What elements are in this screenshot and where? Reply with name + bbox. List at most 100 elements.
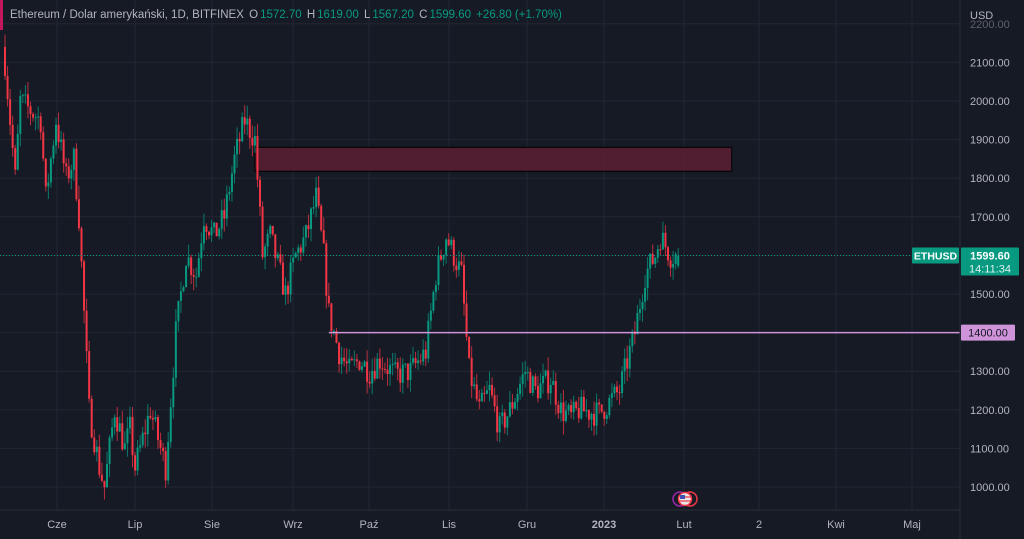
candle-body	[455, 265, 458, 270]
candle-body	[154, 417, 157, 420]
candle-body	[661, 232, 664, 250]
candle	[559, 393, 562, 422]
candle-body	[363, 361, 366, 367]
candle	[508, 390, 511, 418]
candle-body	[182, 287, 185, 292]
candle	[289, 255, 292, 303]
candle-body	[139, 445, 142, 448]
candle-body	[358, 361, 361, 370]
candle-body	[162, 447, 165, 452]
candle-body	[88, 351, 91, 399]
candle-body	[432, 292, 435, 311]
candle-body	[483, 392, 486, 394]
candle-body	[332, 330, 335, 332]
candle-body	[236, 138, 239, 155]
symbol-tag-badge	[912, 247, 959, 264]
candle	[111, 418, 114, 442]
candle	[656, 245, 659, 264]
candle-body	[644, 287, 647, 302]
candle	[88, 340, 91, 403]
candle-body	[317, 187, 320, 206]
candle-body	[111, 427, 114, 438]
candle-body	[498, 416, 501, 433]
candle-body	[230, 173, 233, 192]
candle	[667, 245, 669, 266]
candle	[618, 384, 621, 405]
candle	[197, 252, 200, 278]
candle-body	[631, 331, 634, 347]
candle-body	[626, 358, 629, 369]
symbol-title[interactable]: Ethereum / Dolar amerykański, 1D, BITFIN…	[10, 9, 244, 21]
candle	[457, 250, 460, 277]
candle-body	[70, 169, 73, 179]
candle	[11, 115, 14, 157]
candle-body	[241, 117, 244, 142]
candle-body	[646, 268, 649, 288]
candle-body	[210, 227, 213, 236]
candle-body	[641, 301, 644, 310]
candle	[315, 176, 318, 217]
candle-body	[396, 362, 399, 369]
candle	[287, 281, 290, 305]
chart-left-edge-marker	[0, 0, 3, 30]
price-tick-label: 1800.00	[970, 173, 1010, 185]
candle	[623, 348, 626, 384]
us-flag-economic-event-icon[interactable]	[672, 491, 698, 507]
candle-body	[610, 393, 613, 398]
candle	[536, 375, 539, 403]
candle-body	[582, 396, 585, 412]
candle-body	[649, 253, 652, 269]
candle	[524, 360, 527, 388]
candle	[549, 377, 552, 405]
candle-body	[75, 148, 78, 200]
candle-body	[460, 261, 463, 265]
candle-body	[49, 158, 52, 183]
candle	[225, 185, 228, 227]
candle	[200, 232, 203, 272]
candle-body	[169, 407, 172, 442]
candle	[261, 201, 264, 260]
candle-body	[179, 291, 182, 301]
candle-body	[205, 226, 208, 232]
candle	[488, 371, 491, 402]
candle	[516, 388, 519, 411]
candle-body	[131, 416, 134, 456]
candle	[534, 373, 537, 390]
candle	[24, 85, 27, 104]
candle-body	[284, 285, 287, 295]
candle-body	[516, 394, 519, 402]
legend-header: Ethereum / Dolar amerykański, 1D, BITFIN…	[10, 9, 564, 21]
candle-body	[271, 225, 274, 235]
candle	[544, 369, 547, 379]
candle	[274, 234, 277, 268]
candle-body	[623, 358, 626, 372]
candle-body	[19, 96, 22, 134]
candle	[151, 410, 154, 430]
candle-body	[603, 411, 606, 419]
candle	[154, 410, 157, 423]
candle-body	[669, 260, 672, 268]
candle-body	[394, 362, 397, 364]
candle	[95, 440, 98, 462]
line-price-label: 1400.00	[968, 328, 1008, 340]
candle	[396, 357, 399, 381]
candle	[205, 223, 208, 240]
candle-body	[47, 182, 50, 187]
candle-body	[338, 342, 341, 365]
candle-body	[218, 228, 221, 237]
price-tick-label: 1100.00	[970, 443, 1009, 455]
time-tick-label: Paź	[360, 519, 379, 531]
candle	[590, 412, 593, 431]
candle	[218, 227, 221, 240]
candle-body	[243, 117, 246, 125]
candle	[292, 248, 295, 273]
candle-body	[577, 408, 580, 419]
candle-body	[587, 410, 590, 420]
candle	[521, 362, 524, 397]
candle	[595, 393, 598, 435]
candle-body	[302, 237, 305, 253]
candle	[572, 395, 575, 420]
candle	[567, 402, 570, 416]
candle	[335, 327, 338, 344]
